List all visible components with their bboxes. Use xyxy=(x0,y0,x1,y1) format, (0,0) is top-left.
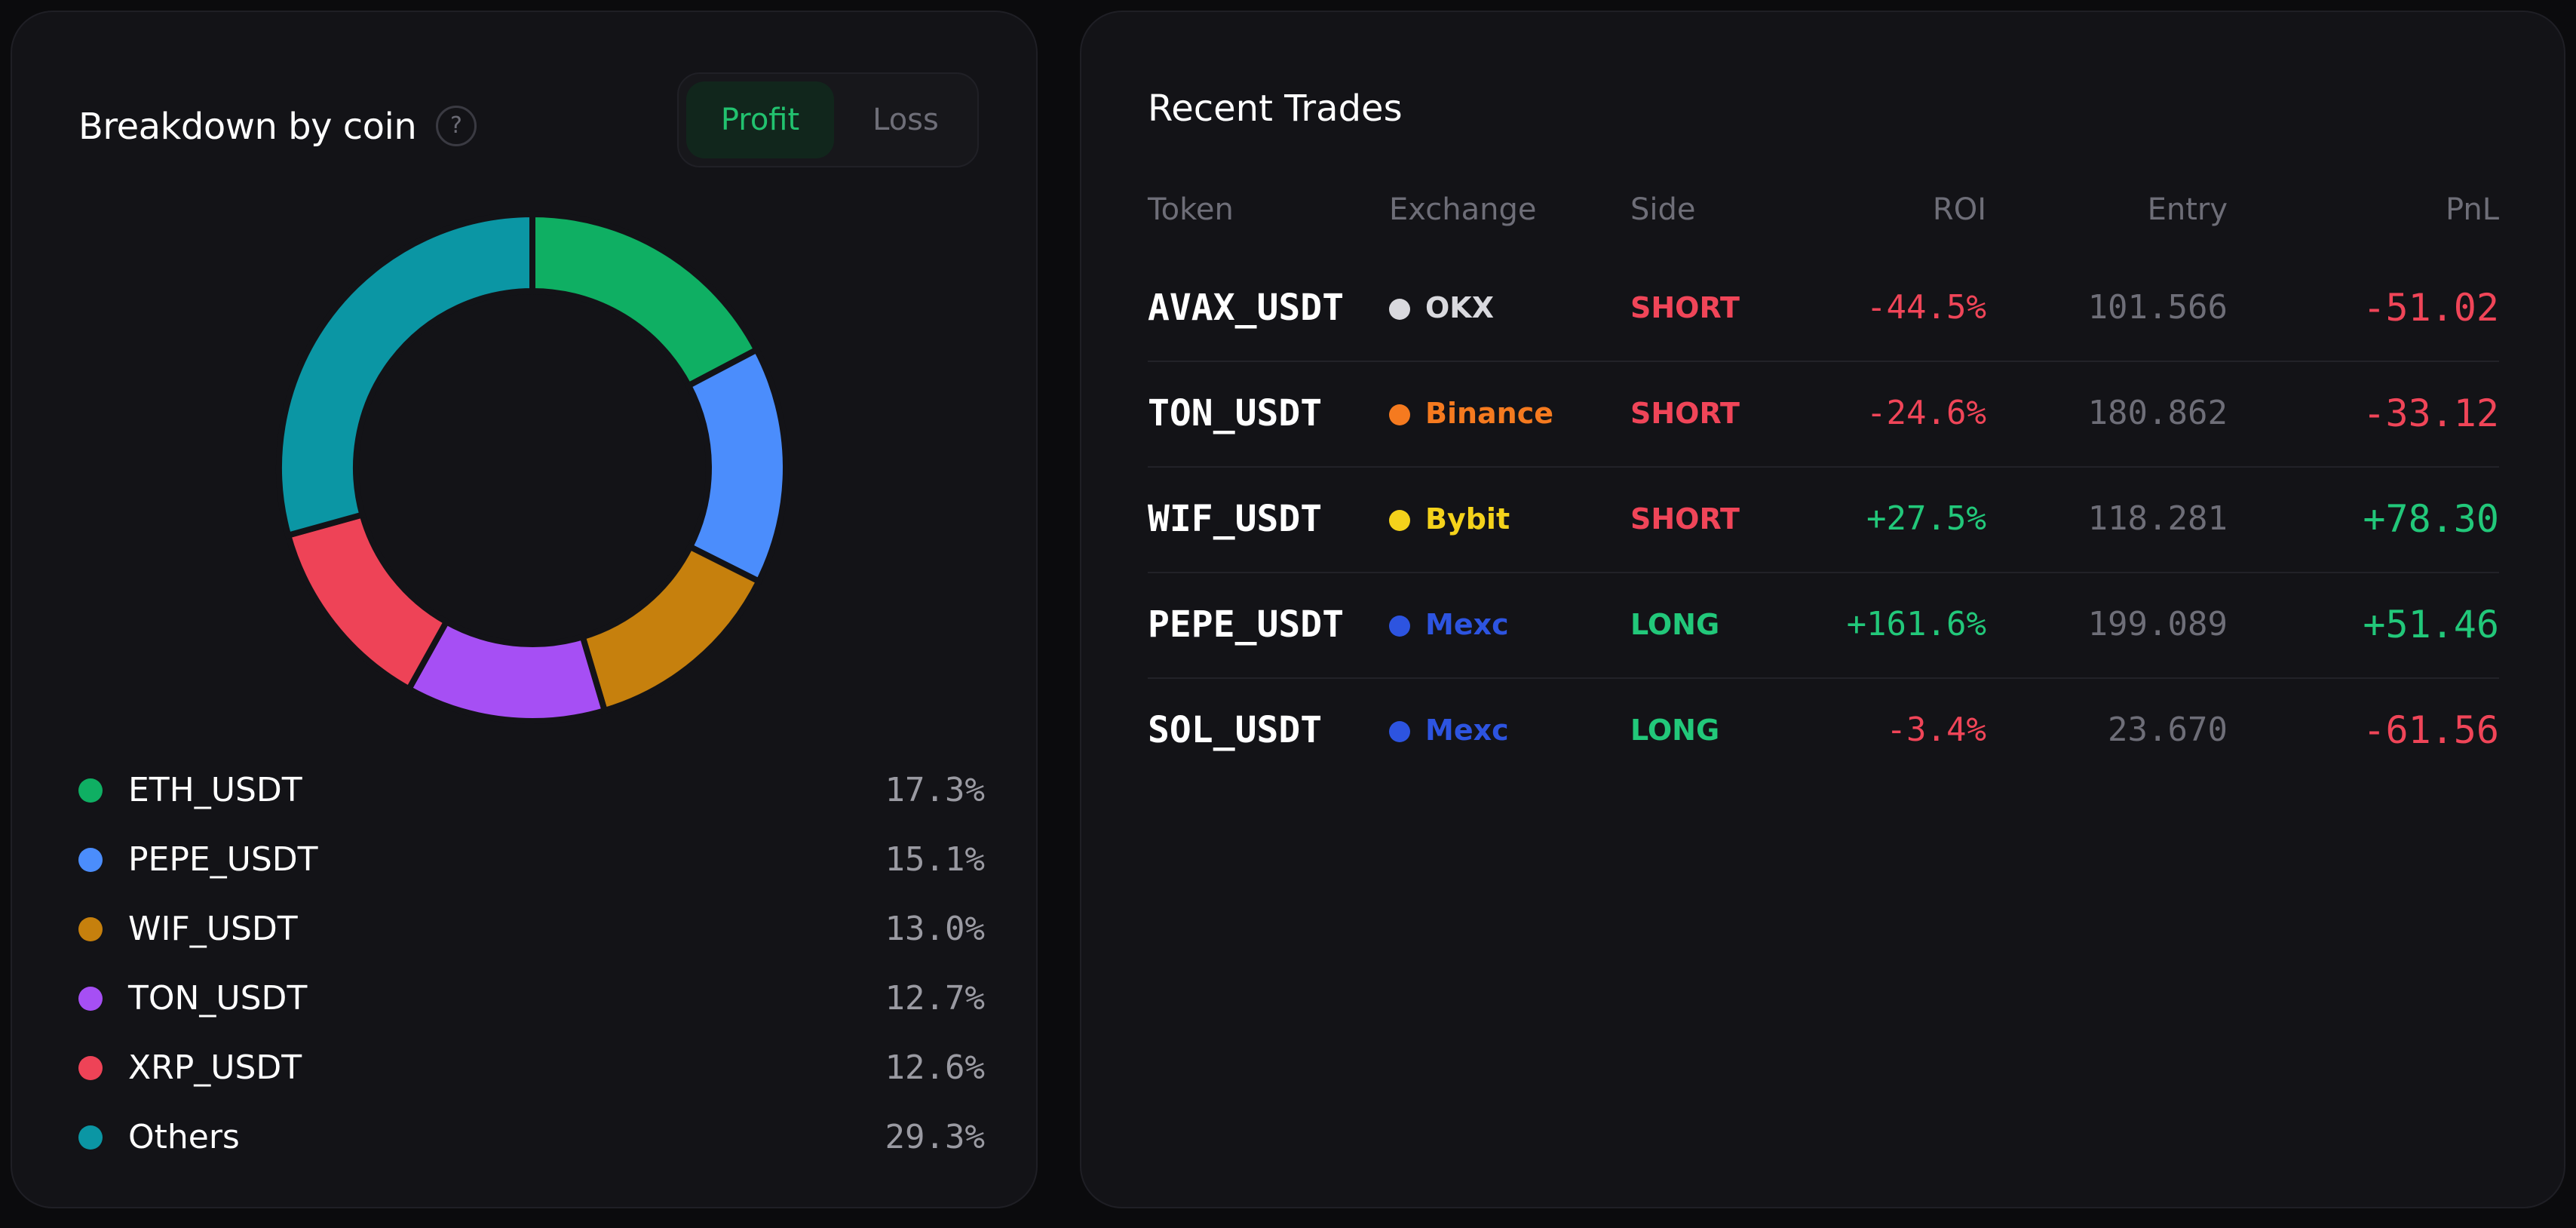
trade-entry: 23.670 xyxy=(2108,711,2228,749)
exchange-dot-icon xyxy=(1389,616,1410,637)
legend-item: Others 29.3% xyxy=(78,1107,985,1177)
trade-side: SHORT xyxy=(1630,397,1740,430)
legend-value: 12.6% xyxy=(885,1048,985,1087)
exchange-label: OKX xyxy=(1425,291,1495,324)
trade-roi: -44.5% xyxy=(1866,288,1986,327)
trade-entry: 199.089 xyxy=(2087,605,2228,643)
trade-roi: -24.6% xyxy=(1866,394,1986,432)
trade-row[interactable]: PEPE_USDT Mexc LONG +161.6% 199.089 +51.46 xyxy=(1148,573,2499,679)
trade-entry: 118.281 xyxy=(2087,499,2228,538)
trade-row[interactable]: WIF_USDT Bybit SHORT +27.5% 118.281 +78.30 xyxy=(1148,468,2499,573)
legend-item: ETH_USDT 17.3% xyxy=(78,760,985,830)
legend-label: TON_USDT xyxy=(128,979,308,1018)
trade-entry: 101.566 xyxy=(2087,288,2228,327)
exchange-dot-icon xyxy=(1389,510,1410,531)
legend-color-dot xyxy=(78,1056,103,1080)
legend-color-dot xyxy=(78,1125,103,1150)
trade-row[interactable]: TON_USDT Binance SHORT -24.6% 180.862 -33.12 xyxy=(1148,362,2499,468)
help-icon[interactable]: ? xyxy=(436,106,477,146)
legend-value: 29.3% xyxy=(885,1118,985,1156)
legend-item: WIF_USDT 13.0% xyxy=(78,899,985,969)
legend-label: WIF_USDT xyxy=(128,910,298,948)
legend-label: XRP_USDT xyxy=(128,1048,302,1087)
trade-token: TON_USDT xyxy=(1148,392,1323,434)
coin-donut-chart xyxy=(276,210,789,724)
trade-token: SOL_USDT xyxy=(1148,709,1323,751)
trade-roi: -3.4% xyxy=(1886,711,1986,749)
legend-value: 15.1% xyxy=(885,840,985,879)
legend-label: PEPE_USDT xyxy=(128,840,318,879)
donut-slice[interactable] xyxy=(276,210,535,539)
legend-color-dot xyxy=(78,848,103,872)
legend-value: 12.7% xyxy=(885,979,985,1018)
legend-color-dot xyxy=(78,778,103,803)
exchange-label: Binance xyxy=(1425,397,1554,430)
trade-side: SHORT xyxy=(1630,502,1740,536)
trade-pnl: -51.02 xyxy=(2363,286,2499,330)
legend-item: XRP_USDT 12.6% xyxy=(78,1038,985,1107)
donut-slice[interactable] xyxy=(529,210,761,390)
trade-side: LONG xyxy=(1630,608,1720,641)
recent-trades-title: Recent Trades xyxy=(1148,87,1403,130)
legend-item: TON_USDT 12.7% xyxy=(78,969,985,1038)
trade-entry: 180.862 xyxy=(2087,394,2228,432)
legend-value: 13.0% xyxy=(885,910,985,948)
donut-slice[interactable] xyxy=(284,511,451,693)
breakdown-card: Breakdown by coin ? Profit Loss ETH_USDT… xyxy=(11,11,1038,1208)
exchange-dot-icon xyxy=(1389,404,1410,425)
exchange-label: Mexc xyxy=(1425,714,1509,747)
exchange-label: Bybit xyxy=(1425,502,1510,536)
recent-trades-card: Recent Trades Token Exchange Side ROI En… xyxy=(1080,11,2565,1208)
column-header-token: Token xyxy=(1148,192,1234,227)
trade-token: PEPE_USDT xyxy=(1148,603,1345,646)
column-header-entry: Entry xyxy=(2147,192,2228,227)
trade-row[interactable]: AVAX_USDT OKX SHORT -44.5% 101.566 -51.02 xyxy=(1148,256,2499,362)
coin-legend: ETH_USDT 17.3% PEPE_USDT 15.1% WIF_USDT 13.0%… xyxy=(78,760,985,1177)
trades-table-header: Token Exchange Side ROI Entry PnL xyxy=(1148,184,2499,235)
legend-color-dot xyxy=(78,987,103,1011)
trade-token: AVAX_USDT xyxy=(1148,287,1345,329)
exchange-dot-icon xyxy=(1389,721,1410,742)
breakdown-title: Breakdown by coin xyxy=(78,106,417,148)
legend-label: ETH_USDT xyxy=(128,771,302,809)
trade-roi: +161.6% xyxy=(1846,605,1986,643)
legend-label: Others xyxy=(128,1118,240,1156)
trade-pnl: -61.56 xyxy=(2363,708,2499,752)
column-header-exchange: Exchange xyxy=(1389,192,1537,227)
donut-slice[interactable] xyxy=(684,345,789,586)
trade-row[interactable]: SOL_USDT Mexc LONG -3.4% 23.670 -61.56 xyxy=(1148,679,2499,784)
legend-value: 17.3% xyxy=(885,771,985,809)
trade-roi: +27.5% xyxy=(1866,499,1986,538)
trade-token: WIF_USDT xyxy=(1148,498,1323,540)
donut-slice[interactable] xyxy=(578,542,763,715)
legend-item: PEPE_USDT 15.1% xyxy=(78,830,985,899)
trade-pnl: -33.12 xyxy=(2363,391,2499,435)
legend-color-dot xyxy=(78,917,103,941)
column-header-roi: ROI xyxy=(1932,192,1986,227)
exchange-label: Mexc xyxy=(1425,608,1509,641)
loss-toggle-button[interactable]: Loss xyxy=(872,103,939,137)
column-header-pnl: PnL xyxy=(2445,192,2499,227)
trades-table-body: AVAX_USDT OKX SHORT -44.5% 101.566 -51.02 TON_… xyxy=(1148,256,2499,784)
trade-pnl: +78.30 xyxy=(2363,497,2499,541)
trade-side: LONG xyxy=(1630,714,1720,747)
trade-pnl: +51.46 xyxy=(2363,603,2499,646)
column-header-side: Side xyxy=(1630,192,1696,227)
profit-loss-toggle: Profit Loss xyxy=(677,72,979,167)
trade-side: SHORT xyxy=(1630,291,1740,324)
profit-toggle-button[interactable]: Profit xyxy=(686,81,834,158)
exchange-dot-icon xyxy=(1389,299,1410,320)
